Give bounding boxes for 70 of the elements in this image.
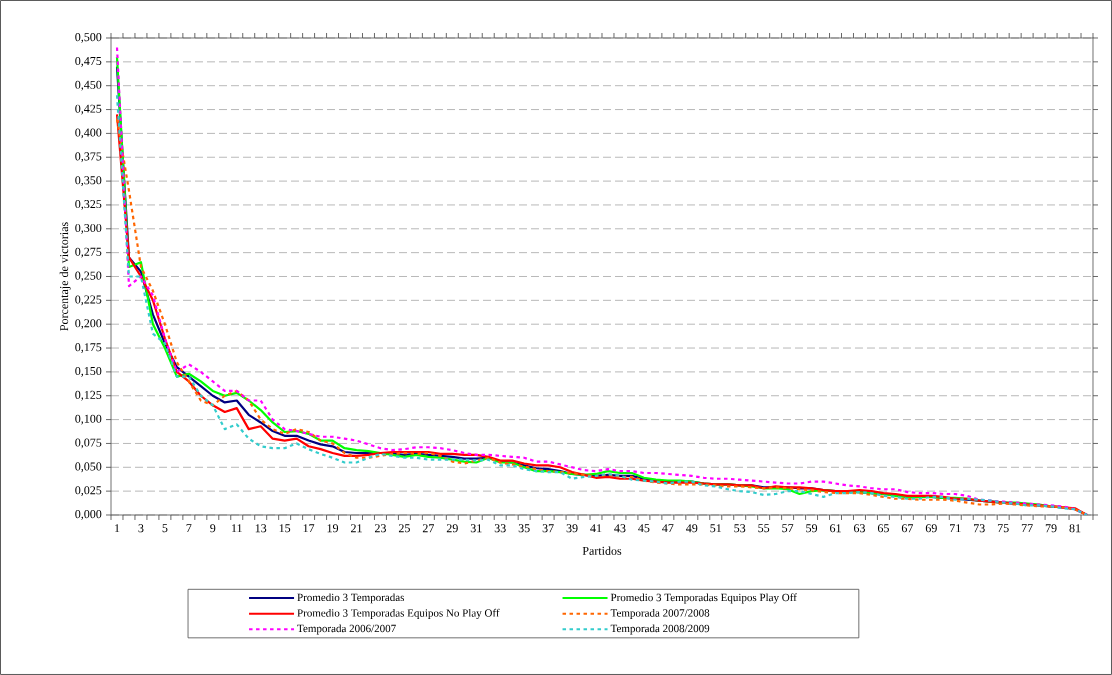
- y-tick-label: 0,025: [75, 486, 102, 497]
- x-tick-label: 63: [853, 524, 866, 533]
- x-tick-label: 57: [782, 524, 794, 533]
- y-tick-label: 0,250: [75, 271, 102, 282]
- y-tick-label: 0,500: [75, 33, 102, 43]
- x-tick-label: 9: [210, 524, 216, 533]
- y-tick-label: 0,175: [75, 343, 102, 353]
- x-tick-label: 31: [470, 524, 482, 533]
- x-tick-label: 77: [1021, 524, 1033, 533]
- x-tick-label: 11: [232, 524, 242, 533]
- x-tick-label: 59: [806, 524, 818, 533]
- x-tick-label: 79: [1045, 524, 1057, 533]
- x-tick-label: 75: [997, 524, 1009, 533]
- y-tick-label: 0,300: [75, 223, 102, 234]
- x-tick-label: 37: [542, 524, 554, 533]
- y-tick-label: 0,325: [75, 200, 102, 210]
- x-tick-label: 53: [734, 524, 746, 533]
- x-tick-label: 67: [901, 524, 914, 533]
- x-tick-label: 5: [162, 524, 168, 533]
- y-tick-label: 0,375: [75, 152, 102, 163]
- x-tick-label: 45: [638, 524, 650, 533]
- x-tick-label: 81: [1069, 524, 1081, 533]
- y-tick-label: 0,150: [75, 366, 102, 377]
- y-tick-label: 0,475: [75, 56, 102, 67]
- y-tick-label: 0,275: [75, 247, 102, 258]
- y-tick-label: 0,200: [75, 319, 102, 330]
- legend-label: Promedio 3 Temporadas Equipos No Play Off: [297, 608, 500, 619]
- x-tick-label: 1: [115, 524, 120, 533]
- legend-label: Temporada 2007/2008: [610, 608, 710, 619]
- x-tick-label: 13: [255, 524, 267, 533]
- x-tick-label: 41: [590, 524, 602, 533]
- x-tick-label: 15: [279, 524, 291, 533]
- x-tick-label: 27: [422, 524, 434, 533]
- x-tick-label: 7: [186, 524, 192, 533]
- legend-label: Temporada 2006/2007: [297, 624, 396, 635]
- y-tick-label: 0,000: [75, 510, 102, 520]
- y-tick-label: 0,050: [75, 462, 102, 473]
- legend-label: Temporada 2008/2009: [610, 624, 710, 635]
- x-tick-label: 71: [950, 524, 961, 533]
- x-tick-label: 19: [327, 524, 339, 533]
- x-tick-label: 23: [374, 524, 386, 533]
- x-tick-label: 25: [398, 524, 410, 533]
- x-tick-label: 49: [686, 524, 698, 533]
- x-tick-label: 65: [877, 524, 889, 533]
- x-tick-label: 69: [925, 524, 937, 533]
- x-tick-label: 55: [758, 524, 770, 533]
- y-tick-label: 0,100: [75, 414, 102, 425]
- x-tick-label: 47: [662, 524, 674, 533]
- y-tick-label: 0,400: [75, 128, 102, 139]
- x-tick-label: 21: [351, 524, 362, 533]
- y-tick-label: 0,450: [75, 80, 102, 91]
- x-tick-label: 51: [710, 524, 722, 533]
- x-tick-label: 29: [446, 524, 458, 533]
- y-axis-title: Porcentaje de victorias: [59, 222, 71, 331]
- y-tick-label: 0,225: [75, 295, 102, 306]
- y-tick-label: 0,125: [75, 390, 102, 401]
- x-tick-label: 61: [830, 524, 841, 533]
- y-tick-label: 0,075: [75, 438, 102, 449]
- x-axis-title: Partidos: [582, 546, 622, 555]
- y-tick-label: 0,425: [75, 104, 102, 115]
- x-tick-label: 43: [614, 524, 626, 533]
- x-tick-label: 39: [566, 524, 578, 533]
- y-tick-label: 0,350: [75, 176, 102, 187]
- x-tick-label: 33: [494, 524, 506, 533]
- x-tick-label: 3: [138, 524, 144, 533]
- x-tick-label: 35: [518, 524, 530, 533]
- legend-label: Promedio 3 Temporadas Equipos Play Off: [610, 593, 797, 604]
- x-tick-label: 17: [303, 524, 315, 533]
- x-tick-label: 73: [974, 524, 985, 533]
- legend-label: Promedio 3 Temporadas: [297, 593, 405, 604]
